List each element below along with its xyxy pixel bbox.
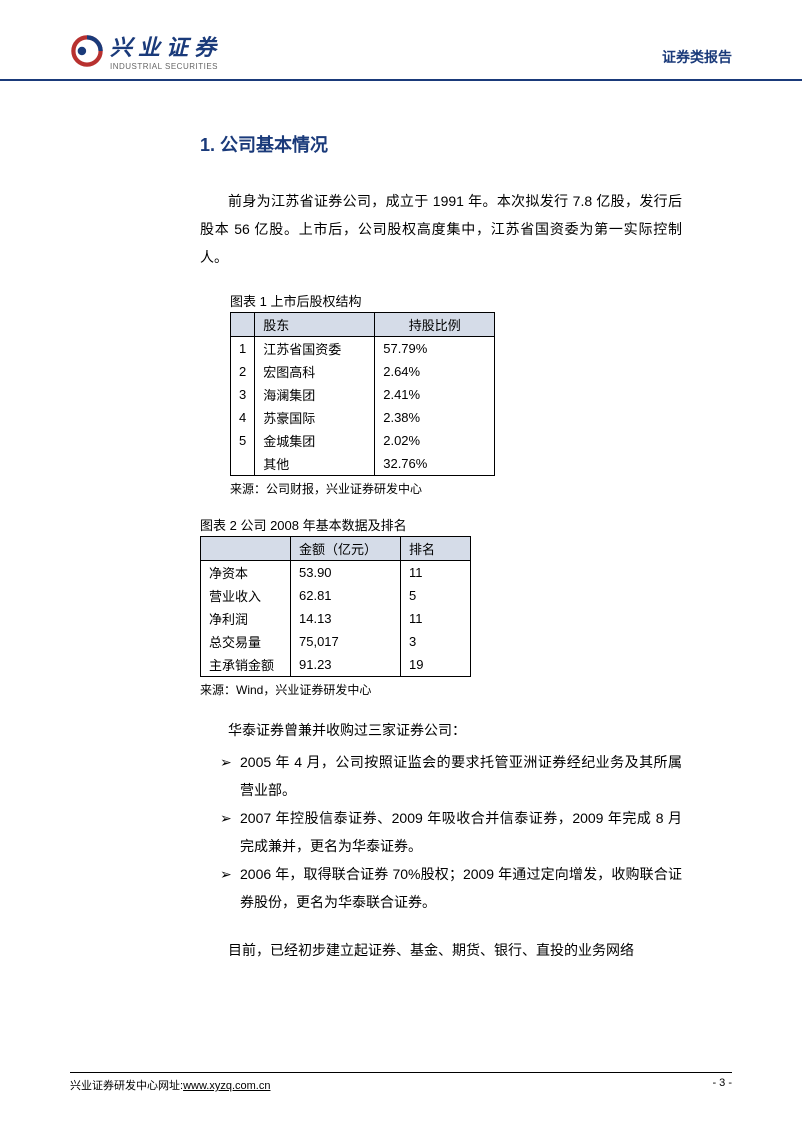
table2-caption: 图表 2 公司 2008 年基本数据及排名 [200, 515, 682, 534]
list-item: 2006 年，取得联合证券 70%股权；2009 年通过定向增发，收购联合证券股… [220, 860, 682, 916]
table2-source: 来源：Wind，兴业证券研发中心 [200, 681, 682, 698]
table1-h0 [231, 313, 255, 337]
table2-h2: 排名 [401, 537, 471, 561]
list-item: 2005 年 4 月，公司按照证监会的要求托管亚洲证券经纪业务及其所属营业部。 [220, 748, 682, 804]
logo-text-cn: 兴业证券 [110, 30, 222, 62]
table-row: 2宏图高科2.64% [231, 360, 495, 383]
table-row: 主承销金额91.2319 [201, 653, 471, 677]
table2-h1: 金额（亿元） [291, 537, 401, 561]
table-row: 5金城集团2.02% [231, 429, 495, 452]
merger-list: 2005 年 4 月，公司按照证监会的要求托管亚洲证券经纪业务及其所属营业部。 … [200, 748, 682, 916]
page-footer: 兴业证券研发中心网址:www.xyzq.com.cn - 3 - [70, 1072, 732, 1093]
report-type-label: 证券类报告 [662, 47, 732, 71]
table-row: 净资本53.9011 [201, 561, 471, 585]
table2-wrapper: 金额（亿元） 排名 净资本53.9011 营业收入62.815 净利润14.13… [200, 536, 682, 677]
table-row: 净利润14.1311 [201, 607, 471, 630]
table-row: 3海澜集团2.41% [231, 383, 495, 406]
table1: 股东 持股比例 1江苏省国资委57.79% 2宏图高科2.64% 3海澜集团2.… [230, 312, 495, 476]
table-row: 4苏豪国际2.38% [231, 406, 495, 429]
table2: 金额（亿元） 排名 净资本53.9011 营业收入62.815 净利润14.13… [200, 536, 471, 677]
page-number: - 3 - [712, 1077, 732, 1093]
table-row: 其他32.76% [231, 452, 495, 476]
table1-h2: 持股比例 [375, 313, 495, 337]
intro-paragraph: 前身为江苏省证券公司，成立于 1991 年。本次拟发行 7.8 亿股，发行后股本… [200, 187, 682, 271]
logo-area: 兴业证券 INDUSTRIAL SECURITIES [70, 30, 222, 71]
table1-caption: 图表 1 上市后股权结构 [230, 291, 682, 310]
table1-source: 来源：公司财报，兴业证券研发中心 [230, 480, 682, 497]
section-title: 1. 公司基本情况 [200, 131, 682, 157]
table2-h0 [201, 537, 291, 561]
table1-wrapper: 股东 持股比例 1江苏省国资委57.79% 2宏图高科2.64% 3海澜集团2.… [230, 312, 682, 476]
page-header: 兴业证券 INDUSTRIAL SECURITIES 证券类报告 [0, 0, 802, 81]
table-row: 1江苏省国资委57.79% [231, 337, 495, 361]
footer-label: 兴业证券研发中心网址: [70, 1080, 183, 1092]
list-item: 2007 年控股信泰证券、2009 年吸收合并信泰证券，2009 年完成 8 月… [220, 804, 682, 860]
merger-intro: 华泰证券曾兼并收购过三家证券公司： [200, 716, 682, 744]
main-content: 1. 公司基本情况 前身为江苏省证券公司，成立于 1991 年。本次拟发行 7.… [0, 81, 802, 964]
company-logo-icon [70, 34, 104, 68]
table-row: 营业收入62.815 [201, 584, 471, 607]
closing-paragraph: 目前，已经初步建立起证券、基金、期货、银行、直投的业务网络 [200, 936, 682, 964]
table1-h1: 股东 [255, 313, 375, 337]
footer-left: 兴业证券研发中心网址:www.xyzq.com.cn [70, 1077, 270, 1093]
footer-url-link[interactable]: www.xyzq.com.cn [183, 1080, 270, 1092]
logo-text-en: INDUSTRIAL SECURITIES [110, 62, 222, 71]
table-row: 总交易量75,0173 [201, 630, 471, 653]
